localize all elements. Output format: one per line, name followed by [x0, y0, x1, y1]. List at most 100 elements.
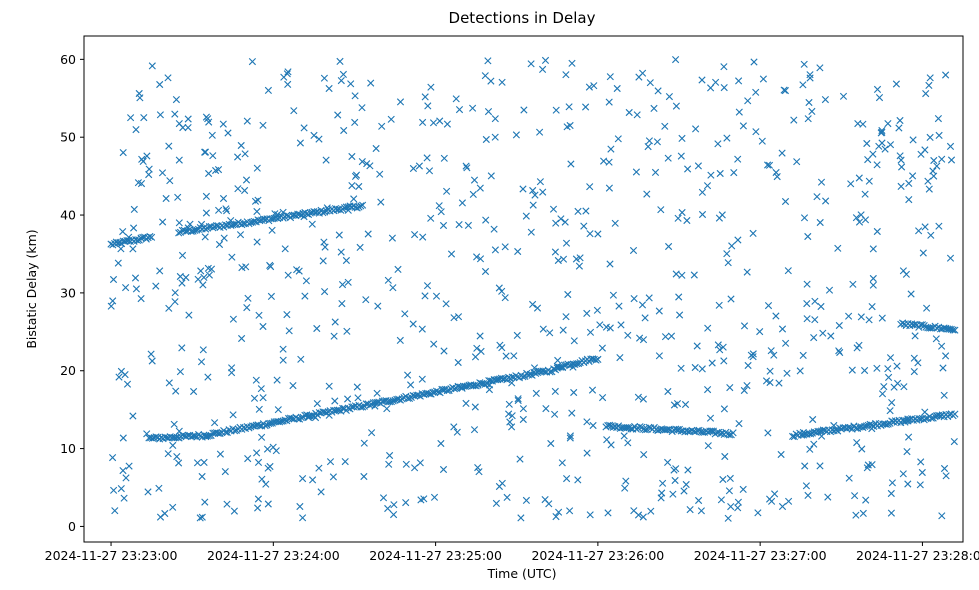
data-point [869, 245, 877, 253]
data-point [368, 429, 376, 437]
data-point [694, 162, 702, 170]
data-point [921, 408, 929, 416]
data-point [519, 405, 527, 413]
data-point [600, 157, 608, 165]
data-point [586, 230, 594, 238]
data-point [171, 289, 179, 297]
data-point [254, 458, 263, 466]
data-point [743, 382, 751, 390]
data-point [811, 316, 819, 324]
data-point [583, 418, 591, 426]
data-point [664, 387, 672, 396]
data-point [514, 395, 522, 403]
data-point [951, 410, 959, 418]
data-point [378, 122, 386, 130]
data-point [409, 164, 417, 173]
data-point [450, 423, 458, 431]
data-point [715, 301, 723, 309]
data-point [182, 227, 190, 235]
data-point [473, 344, 481, 352]
data-point [284, 80, 292, 88]
data-point [655, 307, 663, 315]
data-point [754, 509, 762, 517]
data-point [861, 366, 869, 375]
x-tick-label: 2024-11-27 23:26:00 [531, 548, 664, 563]
data-point [205, 118, 213, 126]
data-point [810, 440, 818, 448]
data-point [734, 155, 742, 163]
data-point [803, 280, 811, 288]
data-point [869, 274, 877, 283]
data-point [476, 184, 484, 192]
data-point [473, 253, 481, 261]
data-point [895, 124, 903, 132]
data-point [205, 432, 213, 440]
data-point [237, 141, 245, 150]
data-point [430, 340, 438, 348]
data-point [720, 63, 728, 71]
data-point [735, 108, 743, 116]
data-point [178, 251, 187, 259]
data-point [201, 148, 209, 156]
data-point [633, 111, 641, 119]
data-point [300, 213, 308, 221]
data-point [131, 274, 140, 282]
data-point [539, 325, 547, 333]
data-point [325, 411, 333, 419]
data-point [242, 176, 251, 184]
data-point [672, 270, 680, 278]
data-point [279, 345, 287, 353]
data-point [469, 104, 477, 112]
data-point [347, 80, 355, 88]
data-point [671, 476, 679, 485]
data-point [254, 495, 262, 503]
data-point [172, 96, 180, 104]
data-point [471, 403, 479, 411]
data-point [819, 329, 827, 337]
data-point [114, 259, 122, 267]
data-point [604, 509, 612, 517]
data-point [224, 129, 232, 137]
data-point [319, 257, 327, 265]
data-point [255, 405, 263, 413]
data-point [238, 334, 246, 343]
data-point [806, 74, 814, 82]
data-point [498, 78, 506, 86]
data-point [624, 331, 632, 339]
data-point [565, 103, 573, 111]
data-point [329, 473, 337, 481]
data-point [918, 468, 926, 477]
data-point [853, 439, 861, 447]
data-point [888, 479, 896, 487]
data-point [552, 513, 560, 521]
data-point [720, 405, 728, 413]
data-point [354, 394, 362, 402]
data-point [658, 489, 666, 497]
data-point [341, 458, 349, 466]
data-point [589, 421, 597, 430]
data-point [819, 426, 827, 434]
data-point [848, 366, 856, 374]
data-point [388, 234, 396, 242]
data-point [305, 412, 313, 420]
data-point [780, 86, 788, 94]
data-point [622, 477, 630, 485]
data-point [909, 172, 917, 180]
data-point [916, 481, 924, 489]
data-point [724, 514, 732, 522]
data-point [678, 271, 686, 279]
data-point [698, 76, 706, 84]
data-point [184, 115, 192, 123]
data-point [825, 286, 834, 294]
data-point [356, 243, 364, 251]
data-point [458, 199, 466, 207]
data-point [289, 382, 297, 390]
data-point [557, 215, 565, 223]
data-point [659, 479, 667, 487]
data-point [546, 329, 554, 337]
data-point [424, 102, 432, 110]
data-point [547, 439, 555, 448]
data-point [683, 216, 691, 225]
data-point [263, 445, 272, 453]
data-point [477, 347, 485, 355]
